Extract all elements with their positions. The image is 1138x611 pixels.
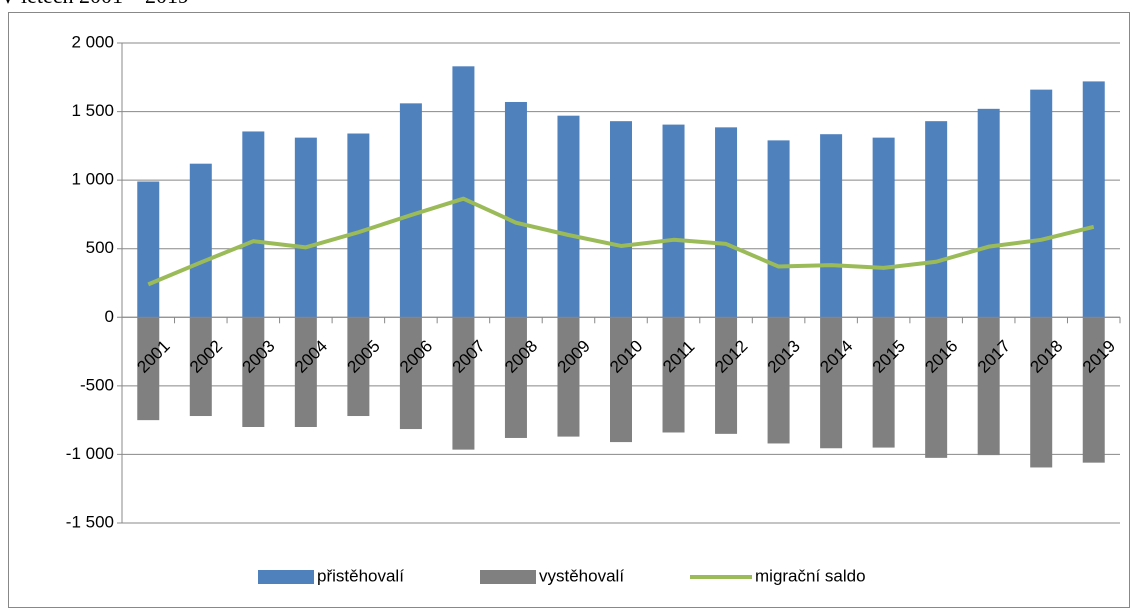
- bar: [242, 131, 265, 318]
- bar: [662, 317, 685, 433]
- legend-swatch: [480, 570, 536, 584]
- bar: [189, 317, 212, 417]
- bar: [452, 317, 475, 450]
- bar: [662, 124, 685, 318]
- bar: [294, 317, 317, 427]
- y-tick-label: 2 000: [71, 32, 114, 51]
- bar: [925, 317, 948, 458]
- bar: [347, 317, 370, 417]
- bar: [504, 317, 527, 438]
- bar: [925, 121, 948, 318]
- bar: [504, 101, 527, 318]
- legend-label: přistěhovalí: [317, 566, 404, 585]
- bar: [137, 181, 160, 318]
- bar: [767, 317, 790, 444]
- legend-label: migrační saldo: [755, 566, 866, 585]
- y-tick-label: 500: [86, 238, 114, 257]
- bar: [399, 317, 422, 430]
- y-tick-label: -1 000: [66, 444, 114, 463]
- y-tick-label: 1 000: [71, 170, 114, 189]
- bar: [872, 317, 895, 448]
- bar: [1082, 81, 1105, 318]
- bar: [610, 317, 632, 443]
- y-tick-label: -500: [80, 375, 114, 394]
- legend-label: vystěhovalí: [539, 566, 624, 585]
- bar: [1030, 317, 1053, 468]
- legend-swatch: [258, 570, 314, 584]
- bar: [715, 127, 738, 318]
- bar: [767, 140, 790, 318]
- bar: [557, 115, 580, 318]
- bar: [1082, 317, 1105, 463]
- line: [147, 196, 1095, 287]
- bar: [1030, 89, 1053, 318]
- bar: [137, 317, 160, 421]
- y-tick-label: 0: [105, 307, 114, 326]
- bar: [557, 317, 580, 437]
- bar: [977, 317, 1000, 456]
- bar: [189, 163, 212, 318]
- bar: [872, 137, 895, 318]
- bar: [294, 137, 317, 318]
- bar: [820, 134, 843, 318]
- bar: [347, 133, 370, 318]
- y-tick-label: -1 500: [66, 512, 114, 531]
- bar: [610, 121, 632, 318]
- bar: [399, 103, 422, 318]
- bar: [452, 66, 475, 318]
- bar: [715, 317, 738, 434]
- bar: [820, 317, 843, 449]
- y-tick-label: 1 500: [71, 101, 114, 120]
- bar: [242, 317, 265, 427]
- bar: [977, 108, 1000, 318]
- chart-title: V letech 2001 – 2019: [0, 0, 189, 8]
